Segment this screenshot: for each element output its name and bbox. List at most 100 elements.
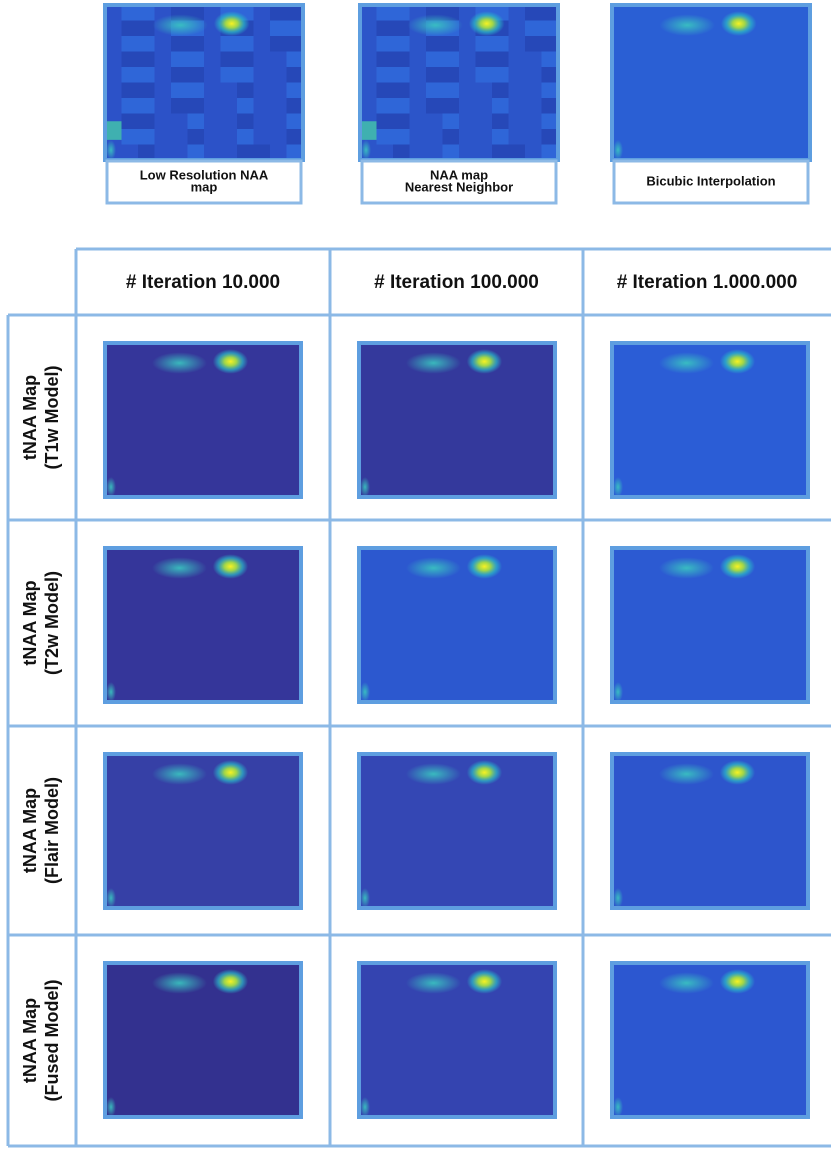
pixel [525,21,542,37]
row-label-line: tNAA Map [20,788,40,873]
pixel [171,114,188,130]
pixel [122,114,139,130]
hotspot [467,554,502,579]
pixel [221,36,238,52]
pixel [270,5,287,21]
pixel [254,98,271,114]
pixel [476,83,493,99]
pixel [221,129,238,145]
pixel [254,36,271,52]
pixel [270,21,287,37]
pixel [393,36,410,52]
column-header: # Iteration 10.000 [126,272,280,293]
row-label-line: tNAA Map [20,580,40,665]
heatmap [612,963,808,1117]
pixel [254,52,271,68]
pixel [122,83,139,99]
pixel [492,129,509,145]
pixel [221,67,238,83]
heatmap [612,5,810,160]
glow [613,682,623,702]
pixel [188,52,205,68]
heatmap [359,963,555,1117]
pixel [492,83,509,99]
pixel [377,67,394,83]
glow [360,1097,370,1117]
pixel [426,36,443,52]
pixel [237,98,254,114]
pixel [155,52,172,68]
pixel [542,114,559,130]
pixel [525,5,542,21]
pixel [270,83,287,99]
pixel [393,129,410,145]
row-label-line: (T1w Model) [42,366,62,470]
glow [152,557,207,579]
pixel [426,67,443,83]
pixel [542,52,559,68]
pixel [105,21,122,37]
pixel [155,114,172,130]
pixel [287,36,304,52]
heatmap [105,548,301,702]
pixel [492,52,509,68]
pixel [188,98,205,114]
pixel [443,36,460,52]
pixel [377,98,394,114]
pixel [287,52,304,68]
row-label: tNAA Map(T1w Model) [20,366,62,470]
pixel [377,21,394,37]
caption: Nearest Neighbor [405,179,513,194]
pixel [542,129,559,145]
row-label-line: tNAA Map [20,375,40,460]
pixel [426,52,443,68]
pixel [138,114,155,130]
pixel [171,67,188,83]
pixel [377,114,394,130]
pixel [443,98,460,114]
pixel [171,129,188,145]
heatmap [105,343,301,497]
pixel [360,67,377,83]
pixel [188,67,205,83]
hotspot [720,969,755,994]
hotspot [213,760,248,785]
pixel [221,83,238,99]
pixel [138,83,155,99]
glow [152,763,207,785]
heatmap [359,754,555,908]
pixel [509,114,526,130]
pixel [270,36,287,52]
pixel [171,83,188,99]
pixel [459,52,476,68]
pixel [410,98,427,114]
pixel [270,52,287,68]
pixel [138,67,155,83]
glow [106,888,116,908]
pixel [155,67,172,83]
glow [153,14,208,36]
hotspot [720,760,755,785]
pixel [443,52,460,68]
pixel [270,98,287,114]
pixel [360,21,377,37]
pixel [360,98,377,114]
glow [659,763,714,785]
pixel [237,114,254,130]
pixel [377,36,394,52]
pixel [393,52,410,68]
glow [406,763,461,785]
heatmap [612,343,808,497]
pixel [287,67,304,83]
heatmap [359,548,555,702]
column-header: # Iteration 100.000 [374,272,539,293]
pixel [204,98,221,114]
hotspot [467,969,502,994]
pixel [237,36,254,52]
pixel [122,67,139,83]
pixel [204,114,221,130]
heatmap [105,754,301,908]
pixel [410,129,427,145]
pixel [542,5,559,21]
pixel [122,52,139,68]
